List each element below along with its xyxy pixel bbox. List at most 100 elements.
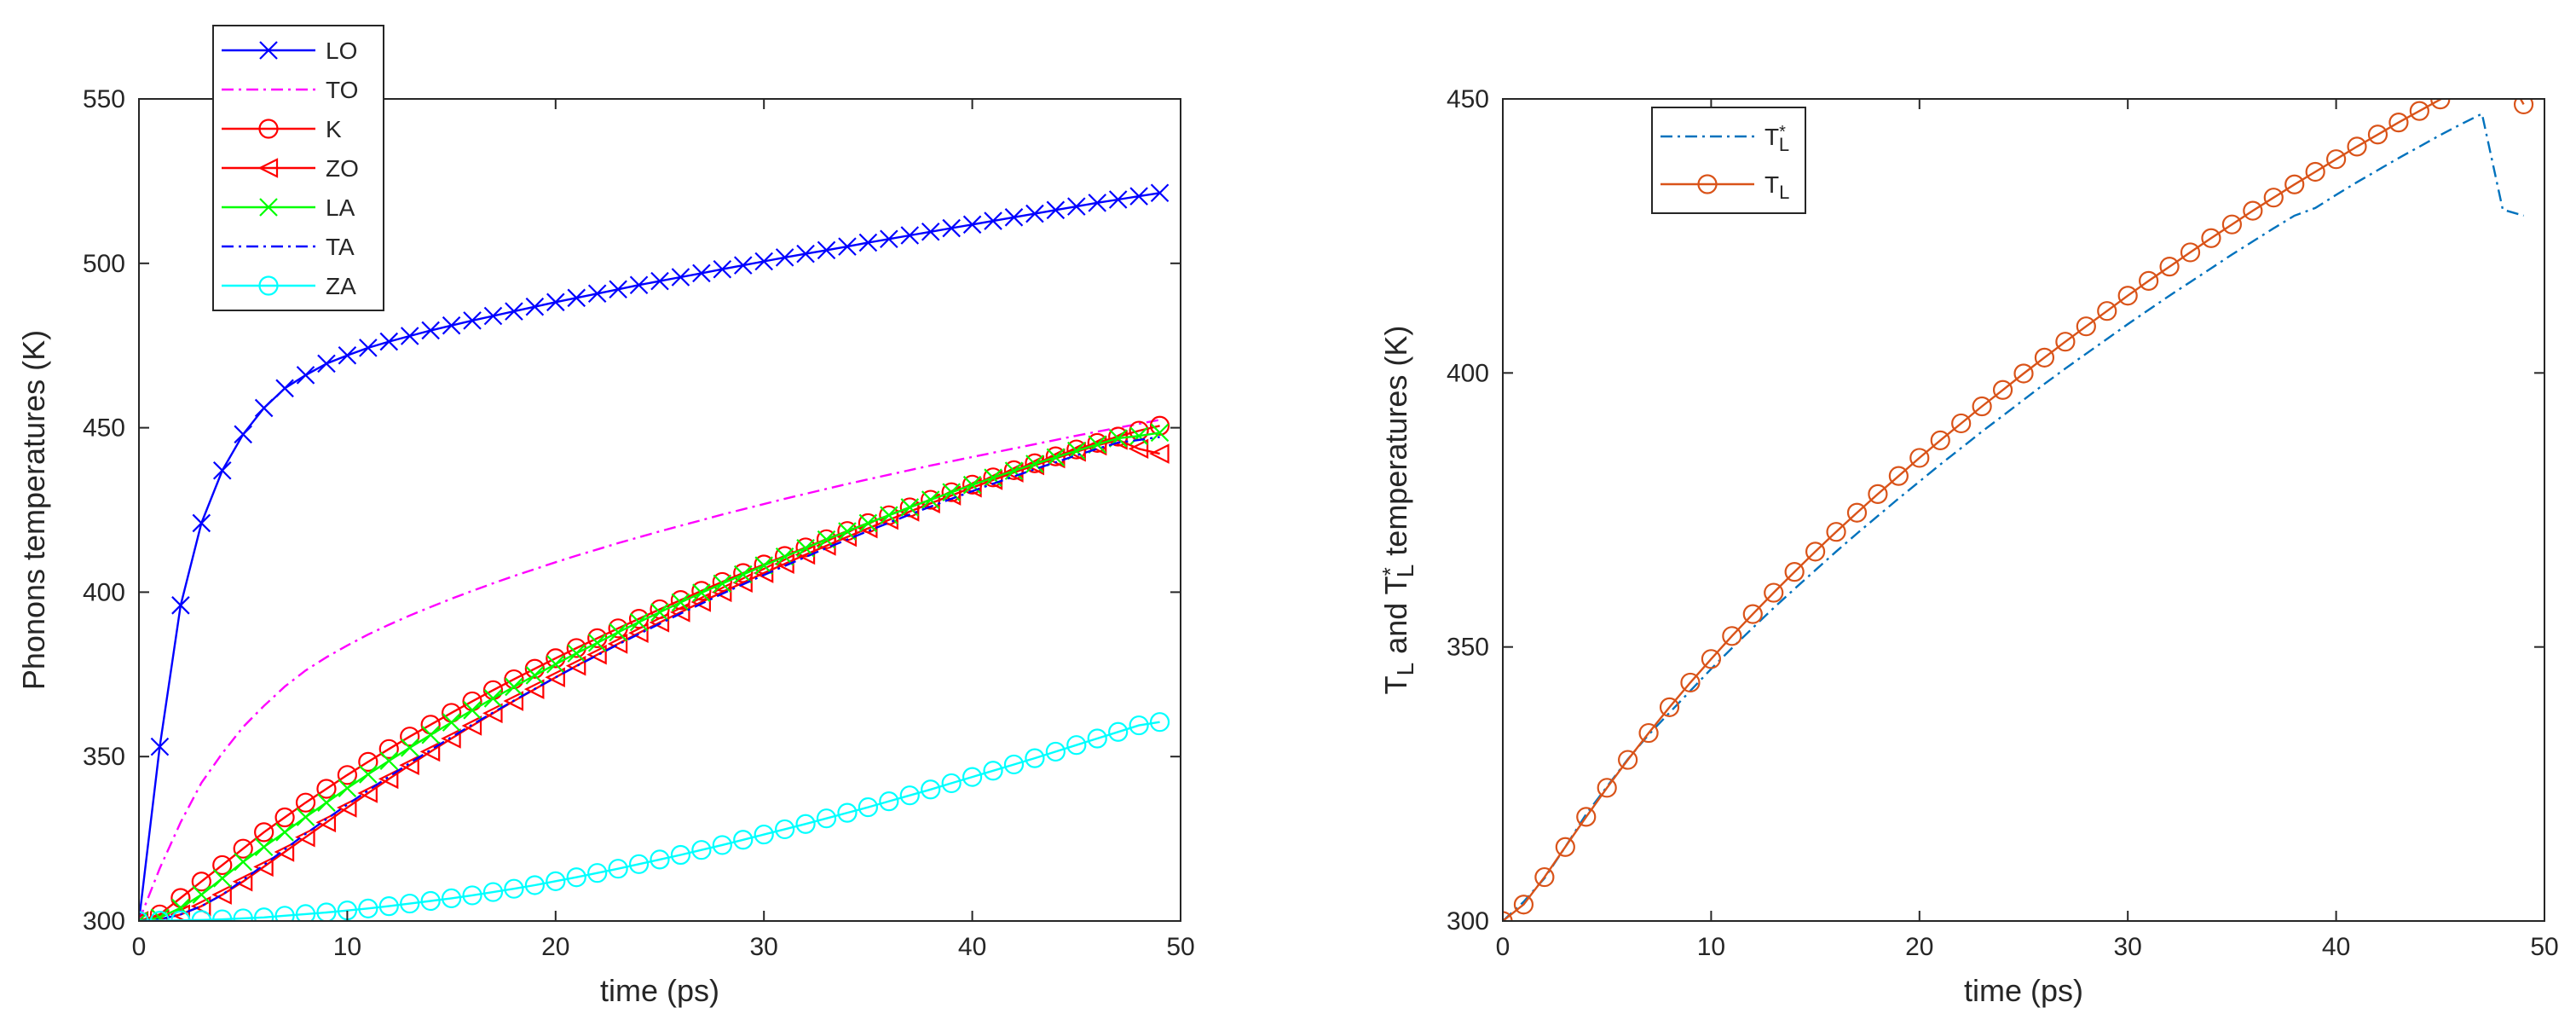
data-point [607,634,628,654]
legend-label: TO [326,77,358,103]
data-point [463,311,482,330]
data-point [983,761,1003,781]
data-point [1066,735,1087,756]
data-point [2388,113,2409,133]
data-point [1067,197,1086,216]
data-point [483,306,503,326]
series-line [139,419,1160,921]
data-point [1149,415,1170,436]
data-point [1108,721,1129,742]
chart-lattice-temperatures: 0 10 20 30 40 50 300 350 400 450 time (ps) TL and T… [1378,85,2559,1008]
data-point [211,884,232,905]
data-point [816,808,837,829]
legend-item: TA [222,234,355,260]
legend-box [1651,107,1806,214]
data-point [1764,582,1784,603]
series-tl [1503,112,2524,921]
legend-label: LA [326,194,355,221]
legend-item: LA [222,194,355,221]
data-point [523,679,545,699]
data-point [192,513,211,533]
data-point [1149,712,1170,733]
legend-label: T* L [1765,123,1789,155]
data-point [984,468,1002,487]
data-point [879,791,899,812]
data-point [358,751,378,772]
data-point [1701,649,1722,669]
series-la [139,423,1170,921]
legend-item: K [222,116,342,142]
data-point [359,765,378,784]
data-point [546,655,565,674]
data-point [254,907,274,921]
data-point [524,658,545,679]
data-point [400,893,420,914]
data-point [691,581,712,601]
data-point [546,871,566,891]
data-point [419,741,441,762]
data-point [400,727,420,747]
data-point [712,835,732,855]
data-point [816,536,836,556]
data-point [858,233,878,252]
data-point [921,223,940,241]
data-point [1868,484,1888,504]
data-point [525,297,545,316]
data-point [545,667,565,688]
data-point [461,715,482,736]
data-point [337,765,357,785]
data-point [671,268,690,287]
legend-item: LO [222,38,357,64]
legend-item: TL [1661,171,1789,203]
data-point [2117,286,2138,306]
data-point [713,574,732,594]
x-tick-label: 40 [2322,933,2350,961]
data-point [1722,626,1742,646]
data-point [1597,778,1617,798]
data-point [524,875,545,895]
data-point [441,728,461,749]
y-tick-label: 400 [1447,359,1489,387]
data-point [1066,441,1086,462]
data-point [295,792,316,813]
data-point [2263,188,2284,208]
data-point [274,906,295,921]
data-point [359,339,378,357]
data-point [338,345,357,365]
y-tick-label: 550 [83,85,125,113]
data-point [482,703,503,724]
series-za [139,712,1170,921]
data-point [796,244,815,264]
data-point [838,522,857,541]
data-point [942,483,961,501]
data-point [275,379,294,398]
data-point [1150,423,1170,443]
data-point [795,814,816,834]
data-point [233,838,253,859]
data-point [837,802,858,823]
series-line [1503,99,2525,921]
data-point [942,218,961,238]
data-point [2326,149,2347,170]
legend: T* L TL [1651,107,1806,214]
data-point [296,366,315,385]
legend-marker [257,158,279,178]
plot-area [139,183,1170,921]
data-point [171,596,190,615]
data-point [2409,101,2429,121]
data-point [317,793,336,812]
data-point [609,280,627,299]
series-line [139,721,1160,921]
y-tick-label: 500 [83,250,125,278]
x-tick-label: 40 [958,933,986,961]
data-point [733,565,753,584]
data-point [1826,522,1846,542]
data-point [899,785,920,806]
y-tick-label: 400 [83,578,125,606]
data-point [2221,214,2242,235]
series-tl [1503,99,2534,921]
data-point [254,398,274,418]
y-axis-label: Phonons temperatures (K) [16,330,51,690]
data-point [775,819,795,840]
